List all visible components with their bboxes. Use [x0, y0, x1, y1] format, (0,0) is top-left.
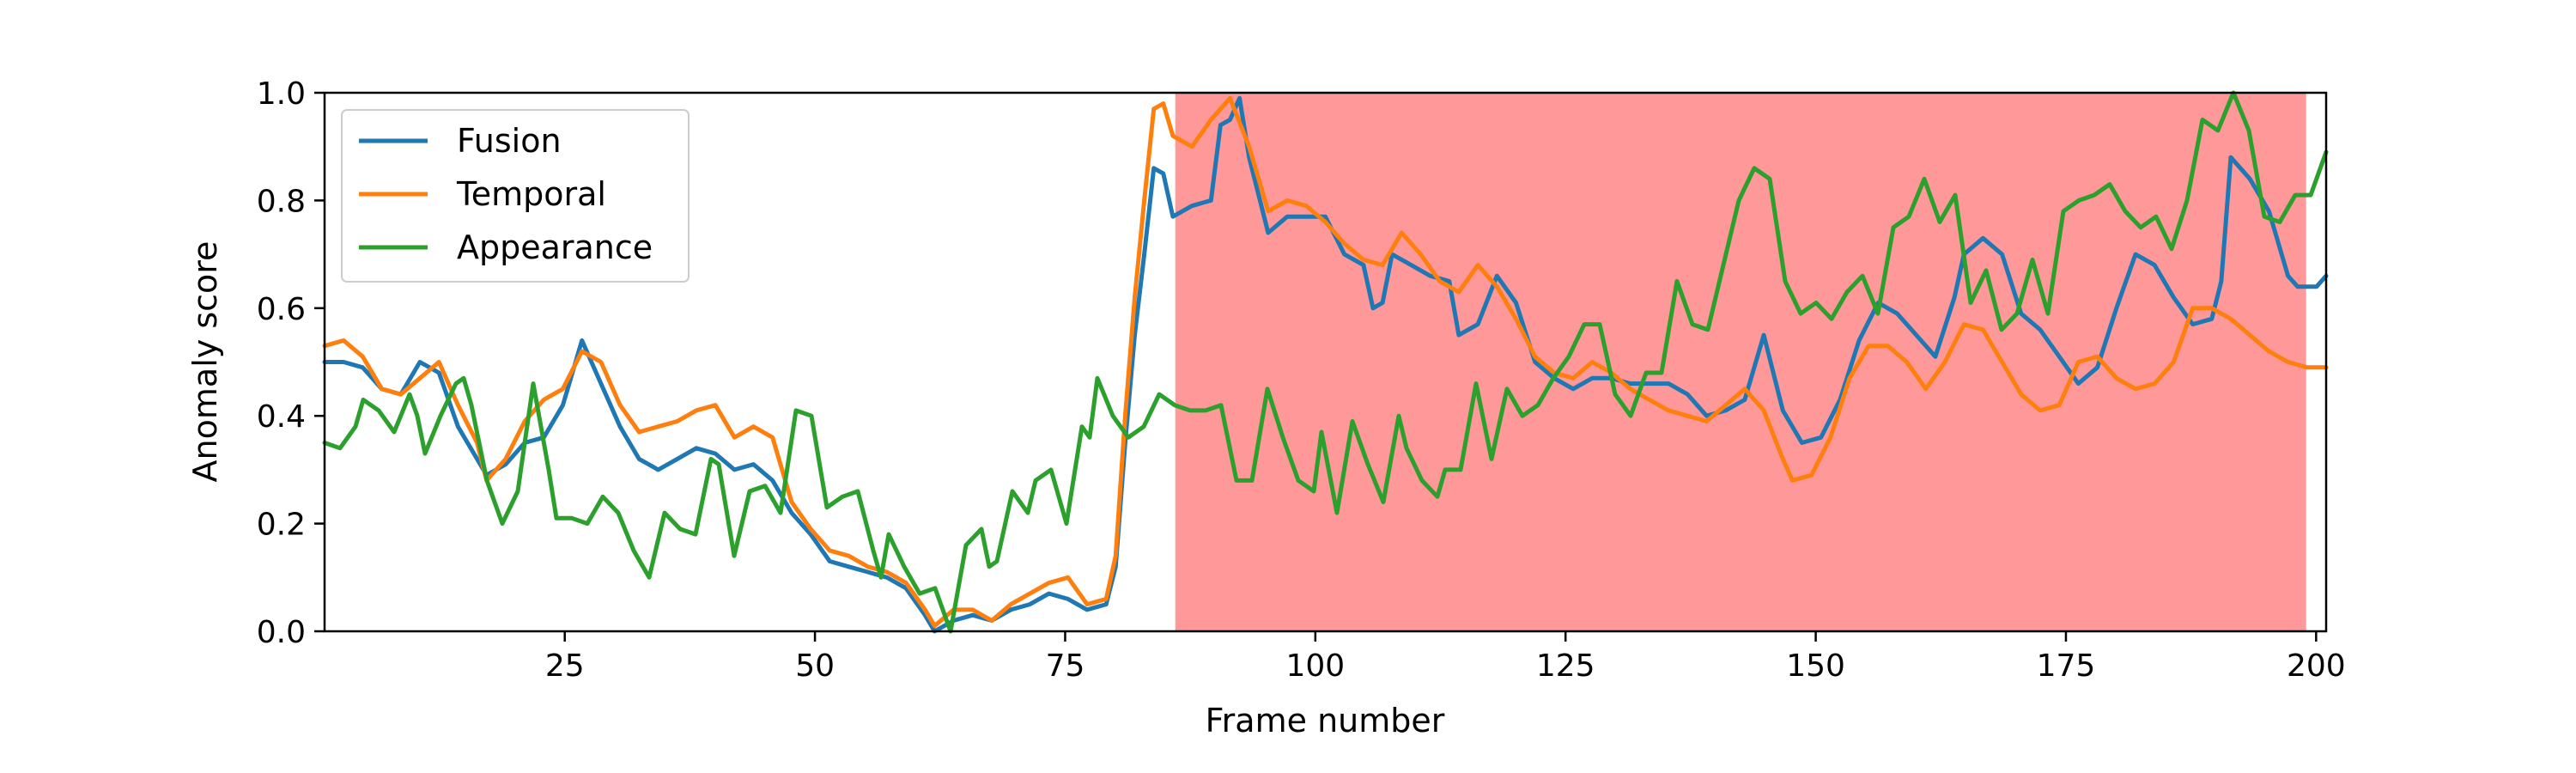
x-tick-label: 175 [2037, 648, 2096, 684]
y-tick-label: 0.4 [257, 399, 306, 435]
legend-label-temporal: Temporal [456, 175, 606, 213]
series-line-temporal [322, 95, 2329, 629]
x-tick-label: 125 [1536, 648, 1595, 684]
y-tick-label: 0.0 [257, 615, 306, 650]
x-tick-label: 200 [2287, 648, 2346, 684]
y-tick-label: 0.2 [257, 508, 306, 543]
anomaly-region-shade [1175, 93, 2306, 631]
x-tick-label: 100 [1285, 648, 1345, 684]
y-tick-label: 0.6 [257, 292, 306, 327]
x-tick-label: 75 [1046, 648, 1085, 684]
legend-box [341, 109, 690, 283]
legend-label-fusion: Fusion [457, 122, 562, 160]
legend: Fusion Temporal Appearance [341, 109, 690, 283]
y-tick-label: 1.0 [257, 76, 306, 112]
x-tick-label: 50 [795, 648, 835, 684]
series-line-fusion [322, 95, 2329, 634]
series-line-appearance [322, 90, 2329, 634]
y-tick-label: 0.8 [257, 184, 306, 219]
legend-label-appearance: Appearance [457, 228, 653, 266]
x-axis-label: Frame number [1206, 702, 1445, 740]
x-tick-label: 25 [545, 648, 585, 684]
plot-frame [323, 91, 2328, 633]
y-axis-label: Anomaly score [186, 241, 224, 483]
x-tick-label: 150 [1786, 648, 1845, 684]
